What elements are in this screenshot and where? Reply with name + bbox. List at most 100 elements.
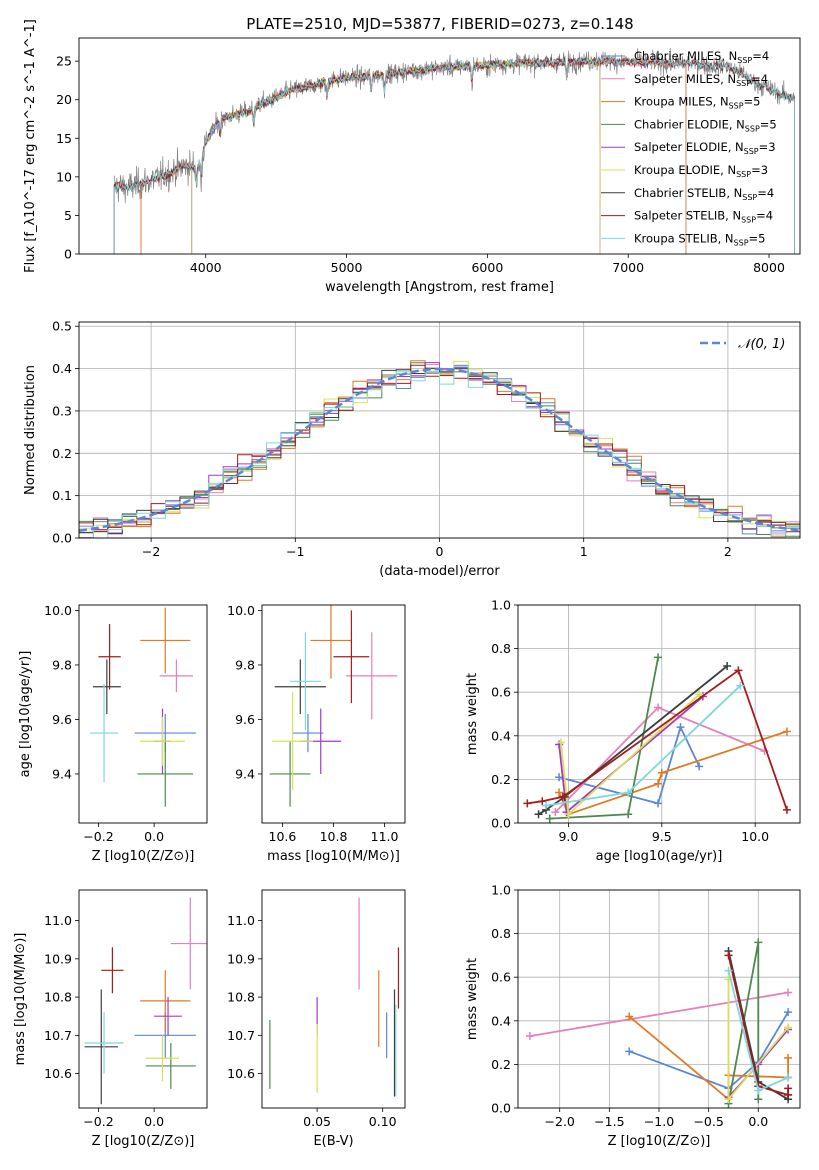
weight-marker bbox=[555, 788, 564, 797]
panel-mass-vs-z: −0.2 0.0 10.6 10.7 10.8 10.9 11.0 Z [log10(Z/Z⊙… bbox=[13, 889, 208, 1149]
y-tick-label: 10.7 bbox=[227, 1028, 255, 1043]
x-tick-label: −2 bbox=[142, 544, 160, 559]
weight-marker bbox=[734, 666, 743, 675]
axes-frame bbox=[78, 321, 801, 539]
x-tick-label: 0.0 bbox=[144, 829, 164, 844]
weight-marker bbox=[654, 703, 663, 712]
x-tick-label: 11.0 bbox=[371, 829, 399, 844]
panels: 4000 5000 6000 7000 80000510152025wavelength… bbox=[13, 19, 801, 1149]
x-tick-label: −1.5 bbox=[594, 1114, 624, 1129]
weight-marker bbox=[695, 762, 704, 771]
y-tick-label: 10.0 bbox=[227, 603, 255, 618]
legend-label-chabrier-miles: Chabrier MILES, NSSP=4 bbox=[634, 49, 769, 65]
model-spectrum-salpeter-miles bbox=[140, 55, 687, 254]
weight-marker bbox=[784, 988, 793, 997]
x-tick-label: 4000 bbox=[190, 260, 222, 275]
y-tick-label: 9.4 bbox=[52, 766, 72, 781]
y-axis-label: Normed distribution bbox=[23, 365, 38, 495]
model-spectrum-kroupa-elodie bbox=[191, 56, 601, 254]
model-spectrum-chabrier-miles bbox=[140, 54, 687, 254]
errorbar-salpeter-stelib bbox=[333, 610, 370, 704]
weight-series-salpeter-stelib bbox=[724, 951, 793, 1099]
y-tick-label: 15 bbox=[56, 131, 72, 146]
y-tick-label: 0.2 bbox=[52, 446, 72, 461]
errorbar-salpeter-stelib bbox=[101, 947, 124, 994]
x-tick-label: 10.0 bbox=[741, 829, 769, 844]
weight-series-kroupa-elodie bbox=[556, 690, 704, 819]
x-tick-label: 7000 bbox=[612, 260, 644, 275]
y-tick-label: 0.4 bbox=[491, 1013, 511, 1028]
plot-area bbox=[79, 360, 800, 538]
weight-marker bbox=[724, 951, 733, 960]
x-tick-label: 5000 bbox=[331, 260, 363, 275]
legend-label-chabrier-stelib: Chabrier STELIB, NSSP=4 bbox=[634, 186, 774, 202]
panel-weight-vs-age: 9.0 9.5 10.0 0.0 0.2 0.4 0.6 0.8 1.0 age [log10(a… bbox=[465, 598, 801, 864]
axes-frame bbox=[261, 889, 406, 1109]
errorbar-chabrier-elodie bbox=[145, 1042, 196, 1089]
y-tick-label: 10.6 bbox=[227, 1066, 255, 1081]
errorbar-kroupa-elodie bbox=[272, 692, 314, 791]
errorbar-chabrier-elodie bbox=[269, 741, 311, 807]
errorbar-chabrier-stelib bbox=[92, 659, 121, 714]
weight-marker bbox=[695, 690, 704, 699]
y-axis-label: age [log10(age/yr)] bbox=[18, 651, 33, 778]
weight-series-chabrier-elodie bbox=[724, 938, 763, 1108]
x-tick-label: −1 bbox=[286, 544, 304, 559]
weight-marker bbox=[724, 1095, 733, 1104]
x-axis-label: (data-model)/error bbox=[379, 564, 500, 579]
y-tick-label: 11.0 bbox=[44, 913, 72, 928]
errorbar-salpeter-elodie bbox=[154, 997, 182, 1036]
y-axis-label: mass [log10(M/M⊙)] bbox=[13, 933, 28, 1066]
weight-marker bbox=[784, 1023, 793, 1032]
x-tick-label: 0.0 bbox=[748, 1114, 768, 1129]
x-tick-label: 0.0 bbox=[144, 1114, 164, 1129]
weight-marker bbox=[551, 808, 560, 817]
y-tick-label: 10.7 bbox=[44, 1028, 72, 1043]
weight-marker bbox=[736, 681, 745, 690]
panel-mass-vs-ebv: 0.05 0.10 10.6 10.7 10.8 10.9 11.0 E(B-V) bbox=[227, 889, 406, 1149]
y-tick-label: 0.4 bbox=[52, 361, 72, 376]
y-tick-label: 0.5 bbox=[52, 319, 72, 334]
y-tick-label: 10.6 bbox=[44, 1066, 72, 1081]
normal-reference-curve bbox=[79, 367, 800, 532]
legend-label-chabrier-elodie: Chabrier ELODIE, NSSP=5 bbox=[634, 117, 777, 133]
weight-series-chabrier-miles bbox=[555, 723, 704, 808]
x-tick-label: 1 bbox=[580, 544, 588, 559]
errorbar-salpeter-miles bbox=[159, 659, 194, 693]
y-tick-label: 9.4 bbox=[235, 766, 255, 781]
x-tick-label: 0.05 bbox=[303, 1114, 331, 1129]
y-tick-label: 1.0 bbox=[491, 598, 511, 613]
x-tick-label: −0.2 bbox=[83, 829, 113, 844]
y-tick-label: 0.2 bbox=[491, 1057, 511, 1072]
y-axis-label: mass weight bbox=[465, 673, 480, 755]
legend-label-kroupa-stelib: Kroupa STELIB, NSSP=5 bbox=[634, 231, 765, 247]
x-axis-label: age [log10(age/yr)] bbox=[596, 849, 723, 864]
y-tick-label: 10.9 bbox=[44, 951, 72, 966]
weight-marker bbox=[625, 1047, 634, 1056]
axes-frame bbox=[78, 889, 208, 1109]
model-spectrum-salpeter-elodie bbox=[191, 55, 601, 254]
x-tick-label: 9.0 bbox=[558, 829, 578, 844]
y-tick-label: 0.2 bbox=[491, 772, 511, 787]
plot-area bbox=[525, 938, 793, 1108]
x-axis-label: E(B-V) bbox=[313, 1134, 353, 1149]
x-tick-label: 8000 bbox=[753, 260, 785, 275]
weight-marker bbox=[555, 773, 564, 782]
weight-series-kroupa-elodie bbox=[724, 975, 793, 1104]
spectrum-legend: Chabrier MILES, NSSP=4 Salpeter MILES, NS… bbox=[601, 49, 777, 247]
axes-frame bbox=[517, 889, 801, 1109]
y-tick-label: 0.4 bbox=[491, 728, 511, 743]
weight-series-salpeter-miles bbox=[525, 988, 793, 1041]
y-tick-label: 10.8 bbox=[227, 990, 255, 1005]
y-tick-label: 10.0 bbox=[44, 603, 72, 618]
y-tick-label: 9.6 bbox=[235, 712, 255, 727]
errorbar-kroupa-miles bbox=[310, 605, 352, 679]
weight-marker bbox=[782, 805, 791, 814]
x-tick-label: 0 bbox=[436, 544, 444, 559]
weight-marker bbox=[542, 801, 551, 810]
weight-marker bbox=[545, 814, 554, 823]
y-tick-label: 0.0 bbox=[52, 531, 72, 546]
weight-marker bbox=[624, 810, 633, 819]
y-tick-label: 20 bbox=[56, 92, 72, 107]
weight-marker bbox=[782, 727, 791, 736]
